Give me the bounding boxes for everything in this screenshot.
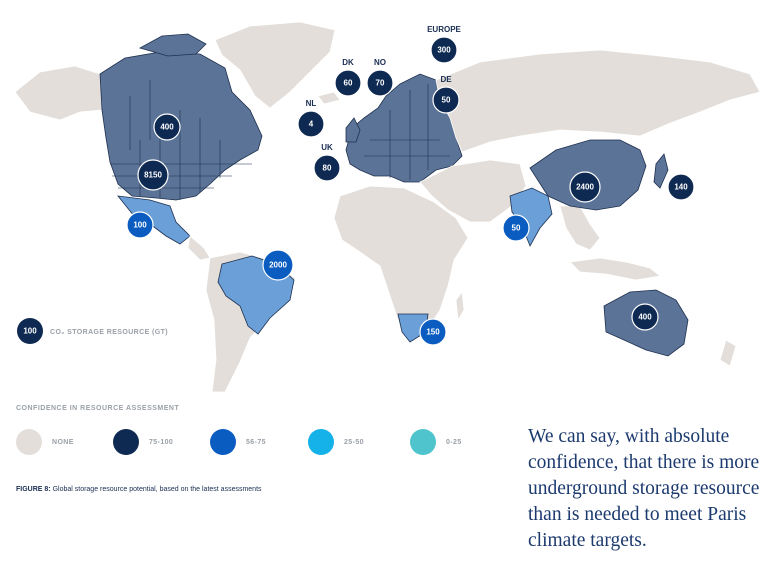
map-key-circle bbox=[17, 318, 43, 344]
marker-value: 8150 bbox=[144, 171, 162, 180]
marker-circle bbox=[137, 159, 169, 191]
map-marker: 4 NL bbox=[297, 99, 325, 138]
marker-value: 70 bbox=[376, 79, 385, 88]
marker-value: 50 bbox=[442, 96, 451, 105]
map-marker: 50 DE bbox=[432, 75, 460, 114]
land-iceland bbox=[317, 91, 341, 105]
marker-circle bbox=[153, 113, 181, 141]
figure-caption-prefix: FIGURE 8: bbox=[16, 486, 51, 493]
pull-quote: We can say, with absolute confidence, th… bbox=[528, 426, 760, 551]
land-southeast-asia bbox=[559, 205, 601, 251]
marker-value: 50 bbox=[512, 224, 521, 233]
marker-circle bbox=[569, 171, 601, 203]
marker-value: 150 bbox=[426, 328, 440, 337]
legend-label-56-75: 56-75 bbox=[246, 438, 266, 446]
map-key: 100 CO₂ STORAGE RESOURCE (GT) bbox=[17, 318, 168, 344]
legend-swatch-75-100 bbox=[113, 429, 139, 455]
land-arctic-islands bbox=[138, 33, 207, 57]
europe-borders bbox=[364, 84, 450, 180]
land-alaska bbox=[14, 65, 103, 121]
land-indonesia bbox=[569, 257, 661, 281]
legend-label-0-25: 0-25 bbox=[446, 438, 462, 446]
marker-layer: 400 8150 100 2000 80 UK 4 NL 60 DK 70 NO 300 EUROPE 50… bbox=[126, 25, 695, 346]
land-north-america bbox=[99, 51, 263, 201]
marker-circle bbox=[262, 249, 294, 281]
marker-region-label: UK bbox=[321, 143, 333, 152]
marker-circle bbox=[430, 36, 458, 64]
legend-swatch-none bbox=[16, 429, 42, 455]
marker-circle bbox=[502, 214, 530, 242]
map-marker: 300 EUROPE bbox=[427, 25, 462, 64]
map-marker: 150 bbox=[419, 318, 447, 346]
marker-circle bbox=[313, 154, 341, 182]
marker-circle bbox=[631, 303, 659, 331]
legend-title: CONFIDENCE IN RESOURCE ASSESSMENT bbox=[16, 405, 180, 412]
marker-circle bbox=[297, 110, 325, 138]
marker-value: 80 bbox=[323, 164, 332, 173]
land-uk bbox=[345, 117, 361, 143]
map-marker: 140 bbox=[667, 173, 695, 201]
map-marker: 8150 bbox=[137, 159, 169, 191]
legend-item-25-50: 25-50 bbox=[308, 428, 364, 456]
map-key-value: 100 bbox=[23, 327, 37, 336]
map-marker: 60 DK bbox=[334, 58, 362, 97]
legend-item-0-25: 0-25 bbox=[410, 428, 462, 456]
marker-value: 2000 bbox=[269, 261, 287, 270]
figure-caption: FIGURE 8: Global storage resource potent… bbox=[16, 486, 262, 493]
marker-value: 400 bbox=[638, 313, 652, 322]
map-marker: 2400 bbox=[569, 171, 601, 203]
map-marker: 100 bbox=[126, 211, 154, 239]
legend-swatch-0-25 bbox=[410, 429, 436, 455]
marker-value: 100 bbox=[133, 221, 147, 230]
legend-swatch-25-50 bbox=[308, 429, 334, 455]
map-marker: 70 NO bbox=[366, 58, 394, 97]
marker-circle bbox=[432, 86, 460, 114]
marker-value: 60 bbox=[344, 79, 353, 88]
map-marker: 50 bbox=[502, 214, 530, 242]
marker-circle bbox=[419, 318, 447, 346]
marker-value: 400 bbox=[160, 123, 174, 132]
legend-item-56-75: 56-75 bbox=[210, 428, 266, 456]
marker-value: 4 bbox=[309, 120, 314, 129]
marker-value: 300 bbox=[437, 46, 451, 55]
map-marker: 400 bbox=[631, 303, 659, 331]
legend-item-none: NONE bbox=[16, 428, 74, 456]
marker-region-label: DK bbox=[342, 58, 354, 67]
marker-value: 2400 bbox=[576, 183, 594, 192]
land-greenland bbox=[214, 21, 336, 109]
marker-circle bbox=[667, 173, 695, 201]
land-central-america bbox=[187, 235, 211, 261]
marker-region-label: NL bbox=[306, 99, 317, 108]
legend-swatch-56-75 bbox=[210, 429, 236, 455]
map-marker: 80 UK bbox=[313, 143, 341, 182]
world-map: 400 8150 100 2000 80 UK 4 NL 60 DK 70 NO 300 EUROPE 50… bbox=[14, 21, 761, 393]
marker-region-label: NO bbox=[374, 58, 386, 67]
figure-caption-text: Global storage resource potential, based… bbox=[50, 486, 262, 493]
land-japan bbox=[653, 153, 669, 189]
land-new-zealand bbox=[719, 339, 737, 367]
legend-label-75-100: 75-100 bbox=[149, 438, 174, 446]
land-madagascar bbox=[455, 290, 465, 322]
legend-item-75-100: 75-100 bbox=[113, 428, 173, 456]
legend-label-25-50: 25-50 bbox=[344, 438, 364, 446]
marker-value: 140 bbox=[674, 183, 688, 192]
marker-region-label: DE bbox=[440, 75, 452, 84]
legend-label-none: NONE bbox=[52, 438, 74, 446]
marker-circle bbox=[366, 69, 394, 97]
marker-circle bbox=[334, 69, 362, 97]
land-russia bbox=[435, 49, 761, 153]
map-marker: 400 bbox=[153, 113, 181, 141]
marker-region-label: EUROPE bbox=[427, 25, 461, 34]
marker-circle bbox=[126, 211, 154, 239]
map-key-label: CO₂ STORAGE RESOURCE (GT) bbox=[50, 329, 168, 336]
map-marker: 2000 bbox=[262, 249, 294, 281]
